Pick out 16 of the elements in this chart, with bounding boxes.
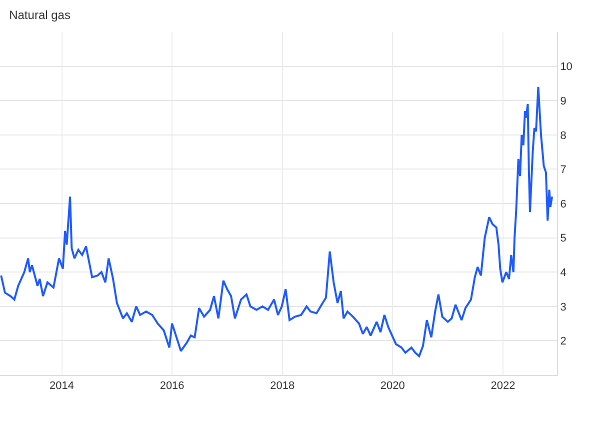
y-tick-label: 8 xyxy=(560,130,566,142)
y-tick-label: 7 xyxy=(560,164,566,176)
line-series xyxy=(0,86,554,358)
y-tick-label: 6 xyxy=(560,198,566,210)
x-tick-label: 2018 xyxy=(270,380,295,392)
x-tick-label: 2020 xyxy=(380,380,405,392)
x-tick-label: 2022 xyxy=(490,380,516,392)
chart-title: Natural gas xyxy=(9,8,70,22)
y-tick-label: 4 xyxy=(560,266,566,279)
y-tick-label: 2 xyxy=(560,336,566,348)
y-tick-label: 10 xyxy=(560,61,572,74)
y-tick-label: 3 xyxy=(560,301,566,314)
x-tick-label: 2014 xyxy=(50,380,74,392)
y-tick-label: 5 xyxy=(560,232,566,245)
y-tick-label: 9 xyxy=(560,95,566,108)
x-tick-label: 2016 xyxy=(160,380,184,392)
